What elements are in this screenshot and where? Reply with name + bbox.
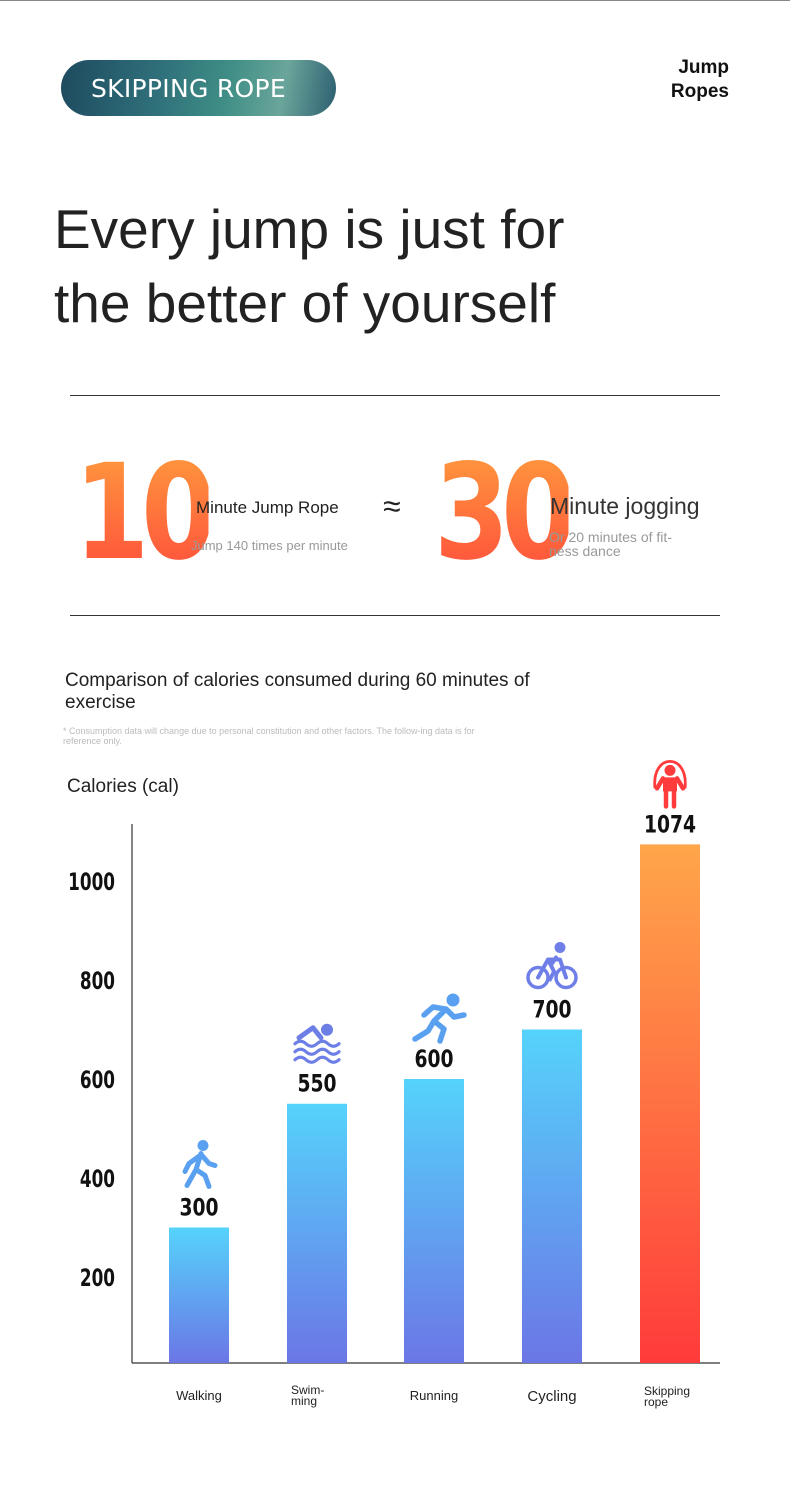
section-divider-bottom bbox=[70, 615, 720, 616]
brand-line-2: Ropes bbox=[670, 81, 729, 102]
brand-logo: Jump Ropes bbox=[671, 56, 729, 104]
bar-value-label: 300 bbox=[179, 1194, 218, 1222]
x-tick-label: Swim-ming bbox=[291, 1383, 324, 1408]
big-number-30: 30 bbox=[434, 436, 576, 590]
skipping-rope-badge: SKIPPING ROPE bbox=[61, 60, 336, 116]
section-divider-top bbox=[70, 395, 720, 396]
page-headline: Every jump is just for the better of you… bbox=[54, 192, 754, 340]
y-tick-label: 200 bbox=[80, 1265, 115, 1293]
swimming-icon bbox=[293, 1023, 341, 1064]
x-tick-label: Running bbox=[410, 1388, 458, 1403]
top-divider bbox=[0, 0, 790, 1]
bar-walking bbox=[169, 1227, 229, 1363]
y-tick-label: 600 bbox=[80, 1067, 115, 1095]
bar-cycling bbox=[522, 1029, 582, 1363]
badge-label: SKIPPING ROPE bbox=[91, 73, 287, 103]
bar-value-label: 1074 bbox=[644, 811, 696, 839]
jogging-label: Minute jogging bbox=[550, 493, 700, 519]
bar-value-label: 700 bbox=[532, 996, 571, 1024]
big-number-10: 10 bbox=[74, 436, 216, 590]
y-tick-label: 800 bbox=[80, 968, 115, 996]
bar-skipping-rope bbox=[640, 844, 700, 1363]
y-axis-label: Calories (cal) bbox=[67, 776, 179, 797]
cycling-icon bbox=[526, 942, 578, 990]
x-tick-label: Walking bbox=[176, 1388, 222, 1403]
walking-icon bbox=[182, 1140, 218, 1189]
y-tick-label: 400 bbox=[80, 1166, 115, 1194]
running-icon bbox=[412, 993, 467, 1044]
brand-line-1: Jump bbox=[678, 57, 729, 78]
x-tick-label: Cycling bbox=[527, 1388, 576, 1405]
jump-rope-label: Minute Jump Rope bbox=[196, 498, 339, 517]
headline-line-1: Every jump is just for bbox=[54, 198, 565, 260]
jump-rope-sublabel: Jump 140 times per minute bbox=[191, 538, 348, 553]
jogging-sublabel: Or 20 minutes of fit-ness dance bbox=[549, 529, 672, 559]
x-tick-label: Skipping rope bbox=[644, 1384, 690, 1409]
skipping-rope-icon bbox=[653, 760, 687, 809]
y-tick-label: 1000 bbox=[68, 869, 115, 897]
reference-note: * Consumption data will change due to pe… bbox=[63, 726, 475, 746]
bar-value-label: 550 bbox=[297, 1071, 336, 1099]
approx-symbol: ≈ bbox=[383, 488, 401, 524]
bar-swim-ming bbox=[287, 1103, 347, 1363]
bar-value-label: 600 bbox=[414, 1046, 453, 1074]
comparison-title: Comparison of calories consumed during 6… bbox=[65, 670, 530, 713]
headline-line-2: the better of yourself bbox=[54, 272, 556, 334]
bar-running bbox=[404, 1079, 464, 1363]
